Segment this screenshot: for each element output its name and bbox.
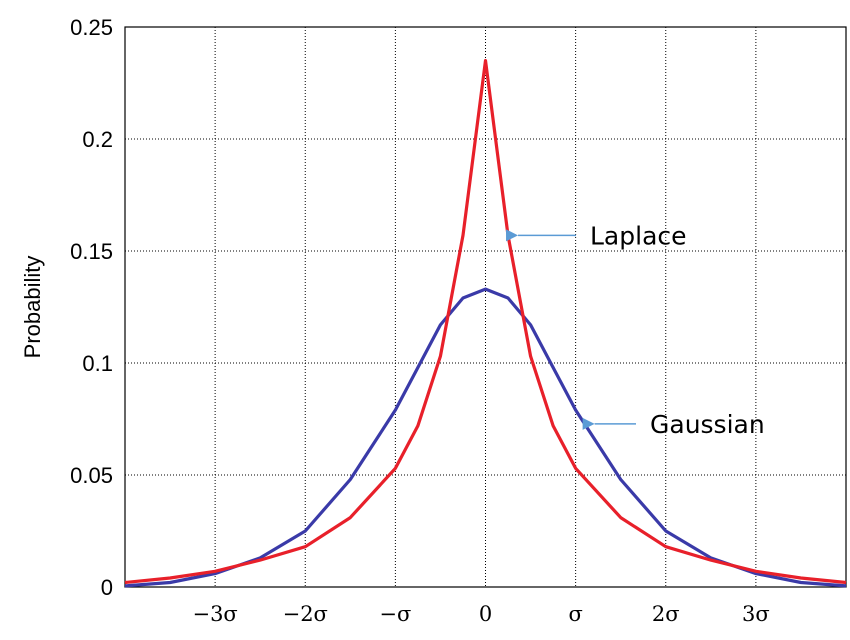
plot-frame	[124, 26, 847, 588]
series	[124, 59, 847, 588]
y-tick-label: 0.25	[70, 15, 113, 40]
x-tick-label: −2σ	[283, 602, 328, 626]
x-tick-label: −3σ	[192, 602, 237, 626]
y-tick-label: 0.05	[70, 463, 113, 488]
y-tick-label: 0.2	[82, 127, 113, 152]
x-tick-label: 3σ	[742, 602, 770, 626]
x-tick-labels: −3σ −2σ −σ 0 σ 2σ 3σ	[192, 602, 769, 626]
y-tick-labels: 0 0.05 0.1 0.15 0.2 0.25	[70, 15, 113, 600]
x-tick-label: σ	[568, 602, 582, 626]
series-line-laplace	[124, 59, 847, 585]
x-tick-label: −σ	[379, 602, 411, 626]
annotation-label-gaussian: Gaussian	[650, 410, 765, 439]
y-axis-label: Probability	[20, 256, 45, 359]
y-tick-label: 0.15	[70, 239, 113, 264]
annotations: Laplace Gaussian	[506, 221, 765, 439]
y-tick-label: 0.1	[82, 351, 113, 376]
grid	[125, 27, 846, 587]
x-tick-label: 2σ	[652, 602, 680, 626]
x-tick-label: 0	[479, 602, 492, 626]
y-tick-label: 0	[101, 575, 113, 600]
axes	[124, 26, 847, 588]
annotation-label-laplace: Laplace	[590, 221, 687, 250]
series-line-gaussian	[124, 287, 847, 588]
